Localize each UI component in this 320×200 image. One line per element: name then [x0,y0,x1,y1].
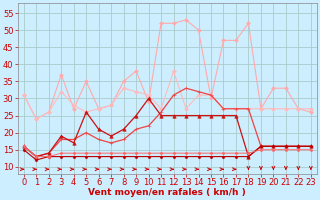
X-axis label: Vent moyen/en rafales ( km/h ): Vent moyen/en rafales ( km/h ) [88,188,246,197]
